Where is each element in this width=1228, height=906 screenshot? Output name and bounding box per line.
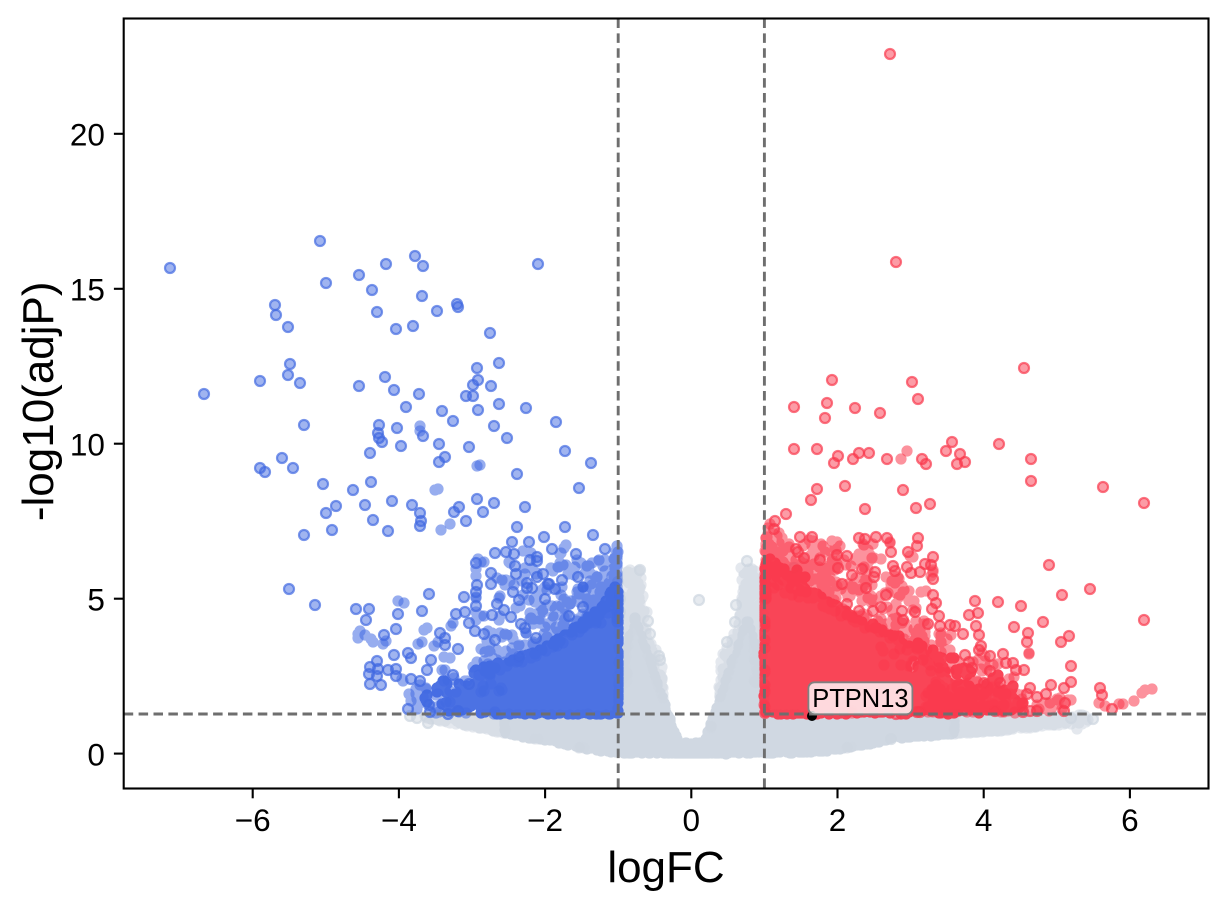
svg-text:20: 20 (70, 117, 105, 153)
svg-text:0: 0 (87, 736, 105, 772)
svg-text:0: 0 (683, 802, 701, 838)
svg-text:PTPN13: PTPN13 (812, 685, 908, 713)
svg-text:−6: −6 (235, 802, 271, 838)
svg-text:6: 6 (1121, 802, 1139, 838)
svg-text:4: 4 (975, 802, 993, 838)
svg-text:−2: −2 (527, 802, 563, 838)
svg-text:-log10(adjP): -log10(adjP) (14, 281, 63, 521)
svg-text:logFC: logFC (607, 843, 724, 892)
svg-text:10: 10 (70, 427, 105, 463)
svg-text:2: 2 (829, 802, 847, 838)
svg-text:5: 5 (87, 582, 105, 618)
svg-text:−4: −4 (381, 802, 417, 838)
svg-text:15: 15 (70, 272, 105, 308)
